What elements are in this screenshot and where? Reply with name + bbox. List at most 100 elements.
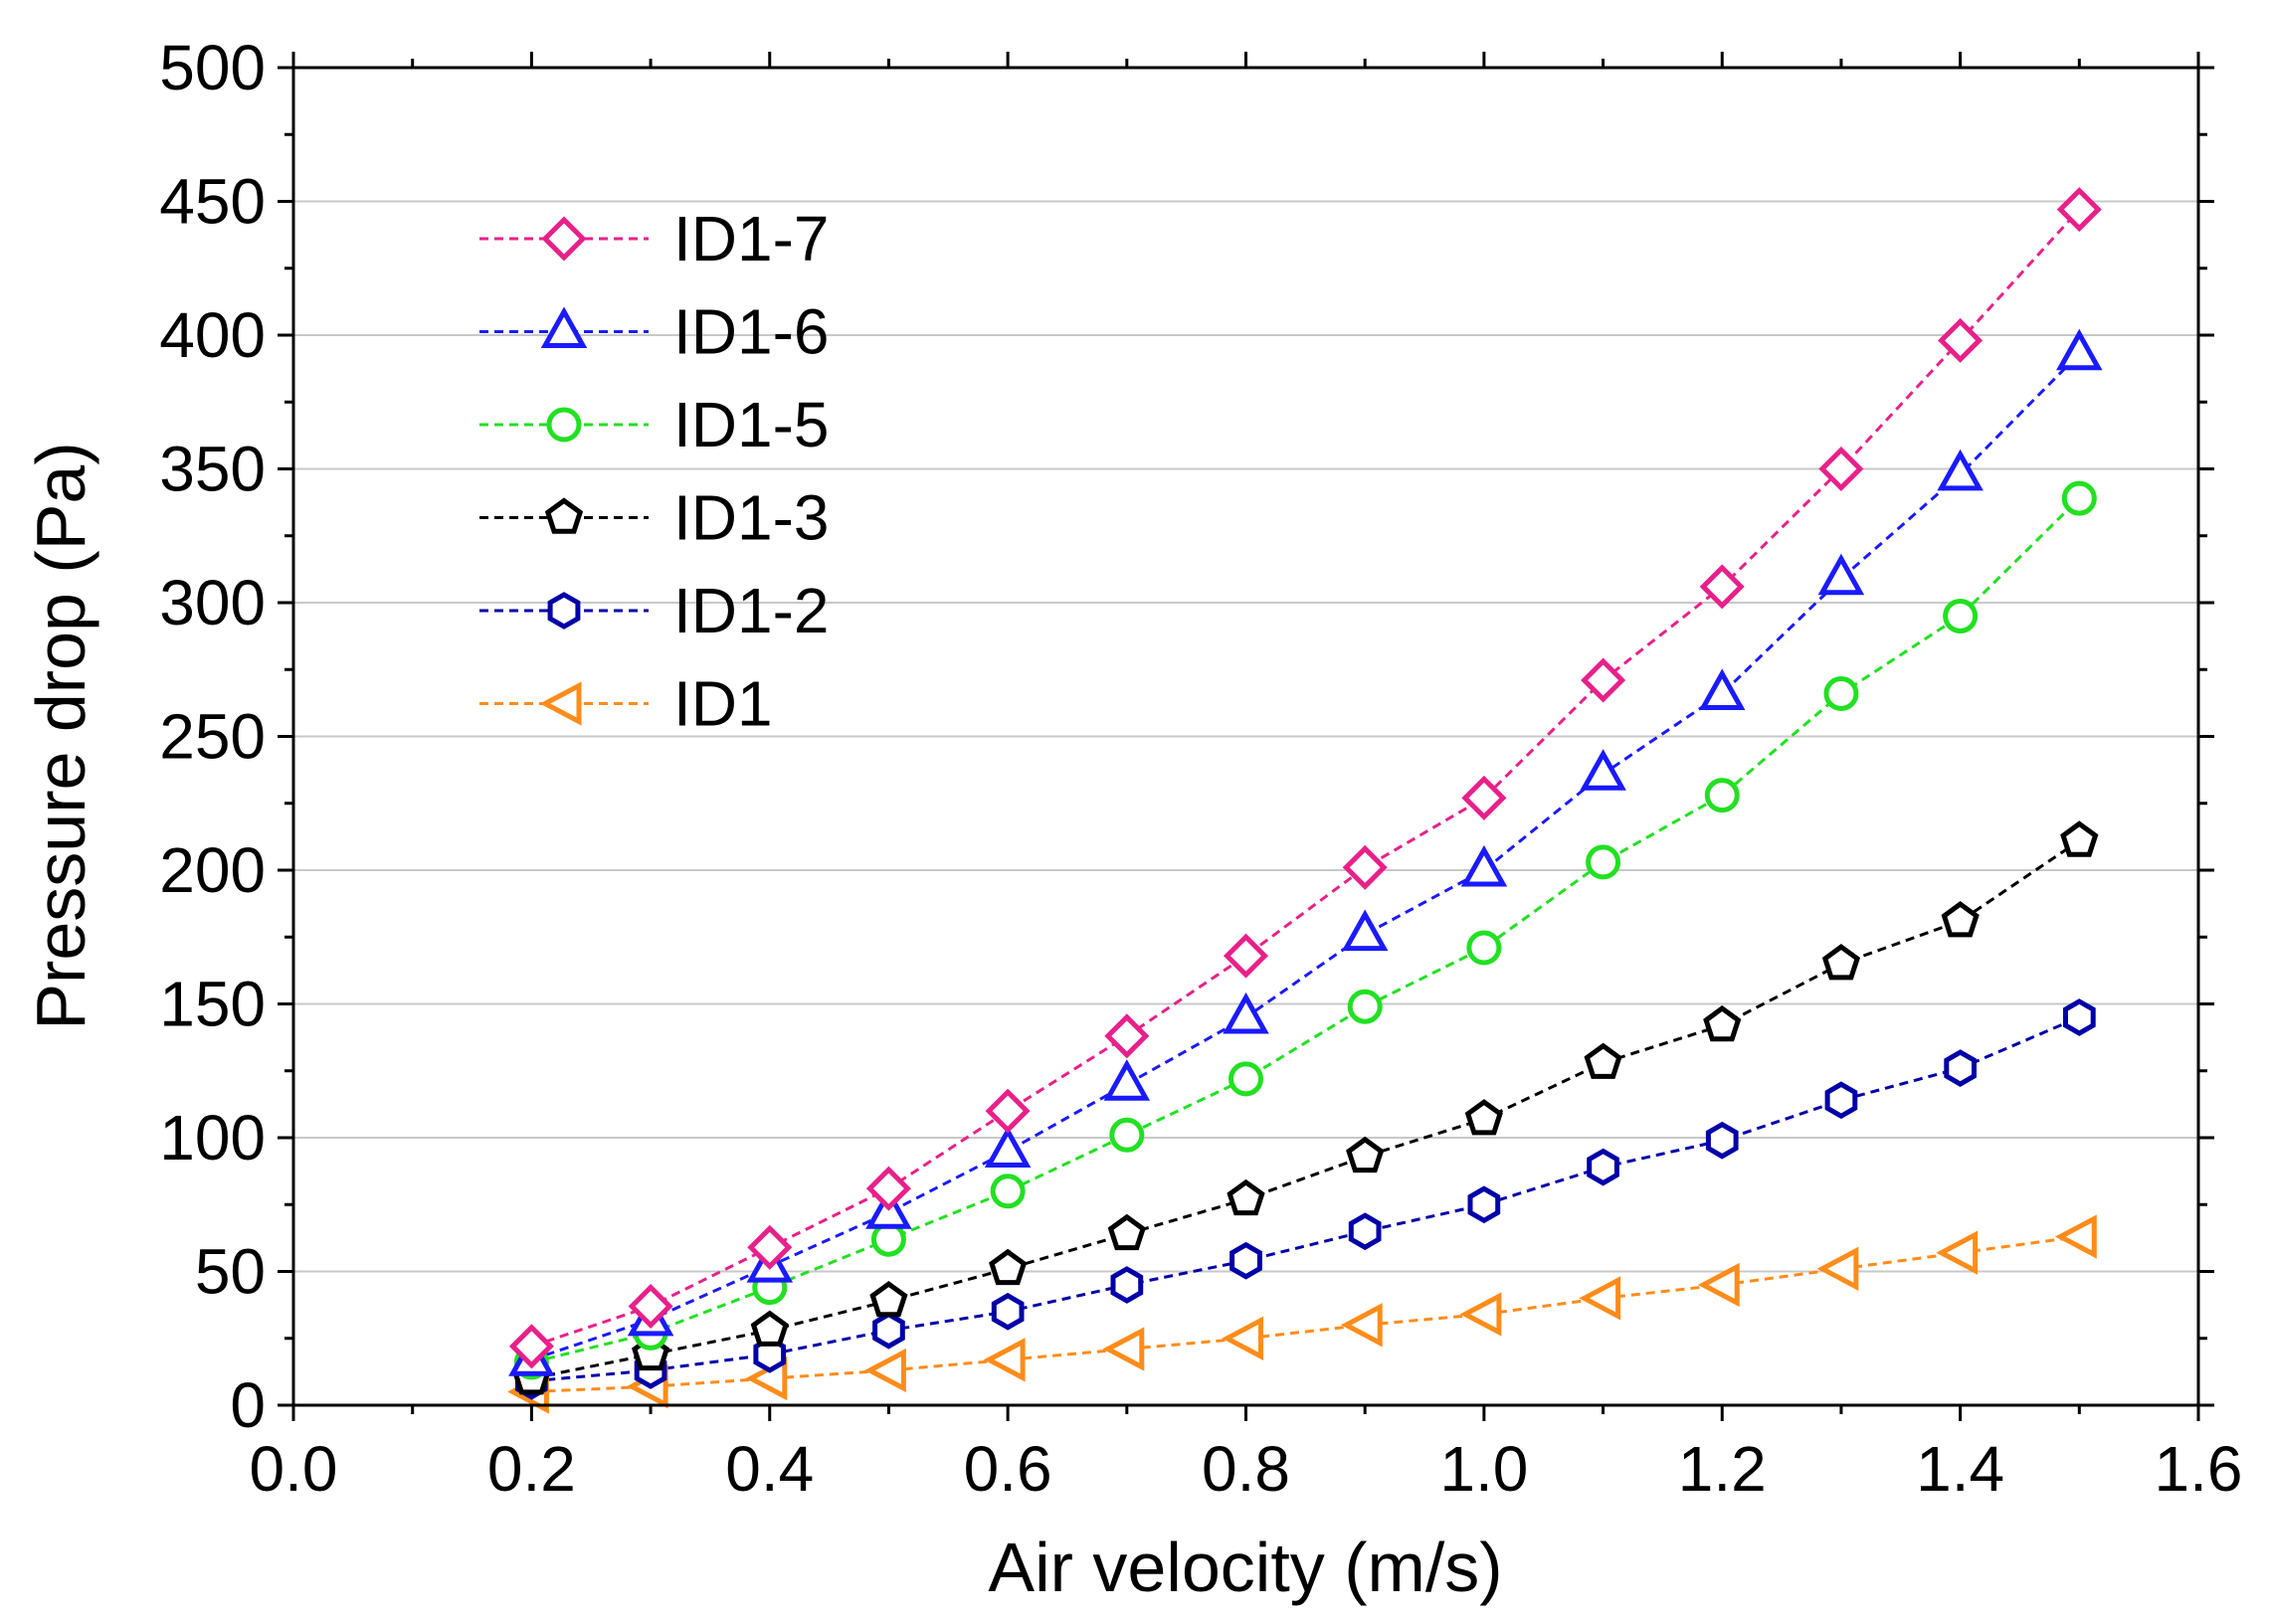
legend-entry-id1-6: ID1-6 — [479, 296, 830, 368]
data-point-id1-3 — [1107, 1213, 1146, 1251]
x-tick-label: 0.6 — [964, 1433, 1052, 1505]
y-tick-label: 100 — [159, 1102, 266, 1173]
data-point-id1-3 — [989, 1248, 1028, 1286]
series-line-id1-2 — [531, 1015, 2080, 1383]
legend-label: ID1-2 — [673, 575, 830, 646]
x-tick-label: 0.0 — [250, 1433, 338, 1505]
y-tick-label: 300 — [159, 567, 266, 638]
data-point-id1-2 — [1944, 1049, 1977, 1087]
data-point-id1-6 — [1103, 1059, 1151, 1101]
data-point-id1 — [1102, 1327, 1145, 1371]
data-point-id1-7 — [747, 1224, 793, 1270]
data-point-id1-3 — [1821, 944, 1861, 981]
data-point-id1-7 — [1461, 775, 1507, 820]
legend-entry-id1-2: ID1-2 — [479, 575, 830, 646]
data-point-id1-6 — [1937, 449, 1984, 491]
series-line-id1-6 — [530, 352, 2081, 1361]
data-point-id1-7 — [1581, 657, 1626, 703]
legend-marker — [541, 216, 587, 262]
legend-label: ID1-6 — [673, 296, 830, 368]
data-point-id1-7 — [985, 1088, 1031, 1134]
data-point-id1-6 — [1223, 992, 1269, 1034]
legend-entry-id1-5: ID1-5 — [479, 389, 830, 460]
data-point-id1-6 — [1341, 909, 1389, 952]
legend-marker — [546, 407, 582, 443]
data-point-id1-6 — [1580, 749, 1626, 791]
data-point-id1-3 — [1703, 1004, 1742, 1042]
data-point-id1-7 — [1938, 317, 1984, 363]
data-point-id1 — [1579, 1276, 1621, 1321]
data-point-id1 — [1340, 1303, 1383, 1348]
x-tick-label: 1.2 — [1678, 1433, 1767, 1505]
data-point-id1-5 — [1109, 1117, 1145, 1153]
data-point-id1-5 — [990, 1173, 1026, 1209]
x-axis-title: Air velocity (m/s) — [988, 1529, 1502, 1606]
series-markers-id1-2 — [515, 998, 2096, 1400]
data-point-id1-3 — [1227, 1178, 1265, 1216]
y-tick-label: 200 — [159, 834, 266, 906]
data-point-id1-2 — [1467, 1185, 1501, 1224]
data-point-id1-3 — [1584, 1042, 1622, 1079]
data-point-id1-7 — [1104, 1013, 1150, 1059]
y-tick-label: 250 — [159, 701, 266, 773]
data-point-id1 — [1816, 1246, 1859, 1291]
data-point-id1 — [983, 1338, 1026, 1382]
data-point-id1 — [1222, 1316, 1263, 1360]
data-point-id1-3 — [750, 1310, 789, 1347]
y-tick-labels: 0 50 100 150 200 250 300 350 400 450 500 — [159, 32, 266, 1441]
data-point-id1-3 — [1346, 1136, 1385, 1173]
data-point-id1-2 — [1587, 1148, 1619, 1186]
legend-marker — [539, 681, 582, 726]
gridlines — [293, 200, 2198, 1273]
data-point-id1-6 — [2056, 328, 2103, 371]
data-point-id1-7 — [1223, 933, 1269, 979]
data-point-id1 — [1697, 1262, 1740, 1308]
data-point-id1-2 — [991, 1292, 1025, 1331]
data-point-id1-2 — [2063, 998, 2096, 1036]
data-point-id1 — [1459, 1292, 1502, 1337]
x-tick-label: 1.0 — [1439, 1433, 1528, 1505]
legend-entry-id1: ID1 — [479, 668, 773, 740]
legend-marker — [544, 497, 584, 534]
data-point-id1-3 — [1464, 1099, 1503, 1136]
legend-entry-id1-7: ID1-7 — [479, 203, 830, 274]
data-point-id1-7 — [865, 1166, 911, 1211]
data-point-id1-6 — [1460, 844, 1508, 887]
y-tick-label: 50 — [195, 1236, 266, 1308]
data-point-id1-3 — [869, 1281, 908, 1318]
x-tick-label: 0.4 — [725, 1433, 814, 1505]
data-point-id1-2 — [1229, 1241, 1262, 1280]
data-point-id1-2 — [872, 1311, 905, 1350]
legend-marker — [540, 306, 588, 348]
data-point-id1-5 — [1943, 598, 1979, 633]
data-point-id1-7 — [2056, 187, 2102, 233]
data-point-id1 — [2054, 1214, 2097, 1259]
x-tick-labels: 0.0 0.2 0.4 0.6 0.8 1.0 1.2 1.4 1.6 — [250, 1433, 2243, 1505]
legend-marker — [547, 592, 581, 630]
series-markers-id1-3 — [512, 820, 2099, 1395]
series-lines — [530, 208, 2081, 1393]
series-line-id1 — [531, 1235, 2080, 1393]
y-tick-label: 450 — [159, 166, 266, 238]
legend: ID1-7 ID1-6 ID1-5 ID1-3 ID1-2 ID1 — [479, 203, 830, 740]
data-point-id1 — [864, 1348, 906, 1393]
data-point-id1-2 — [1110, 1266, 1144, 1304]
data-point-id1-2 — [1824, 1081, 1858, 1120]
x-tick-label: 0.2 — [487, 1433, 576, 1505]
data-point-id1-2 — [1705, 1121, 1739, 1160]
series-line-id1-7 — [530, 208, 2081, 1349]
data-point-id1-5 — [1347, 989, 1383, 1024]
data-point-id1-6 — [1698, 668, 1746, 710]
y-tick-label: 350 — [159, 434, 266, 505]
series-markers-id1-6 — [508, 328, 2103, 1376]
series-markers — [507, 187, 2103, 1414]
legend-entry-id1-3: ID1-3 — [479, 482, 830, 554]
legend-label: ID1 — [673, 668, 773, 740]
legend-label: ID1-7 — [673, 203, 830, 274]
data-point-id1-5 — [1704, 778, 1740, 813]
data-point-id1-5 — [2061, 480, 2097, 516]
y-tick-label: 500 — [159, 32, 266, 103]
data-point-id1-5 — [1466, 930, 1502, 966]
y-tick-label: 0 — [230, 1369, 266, 1441]
